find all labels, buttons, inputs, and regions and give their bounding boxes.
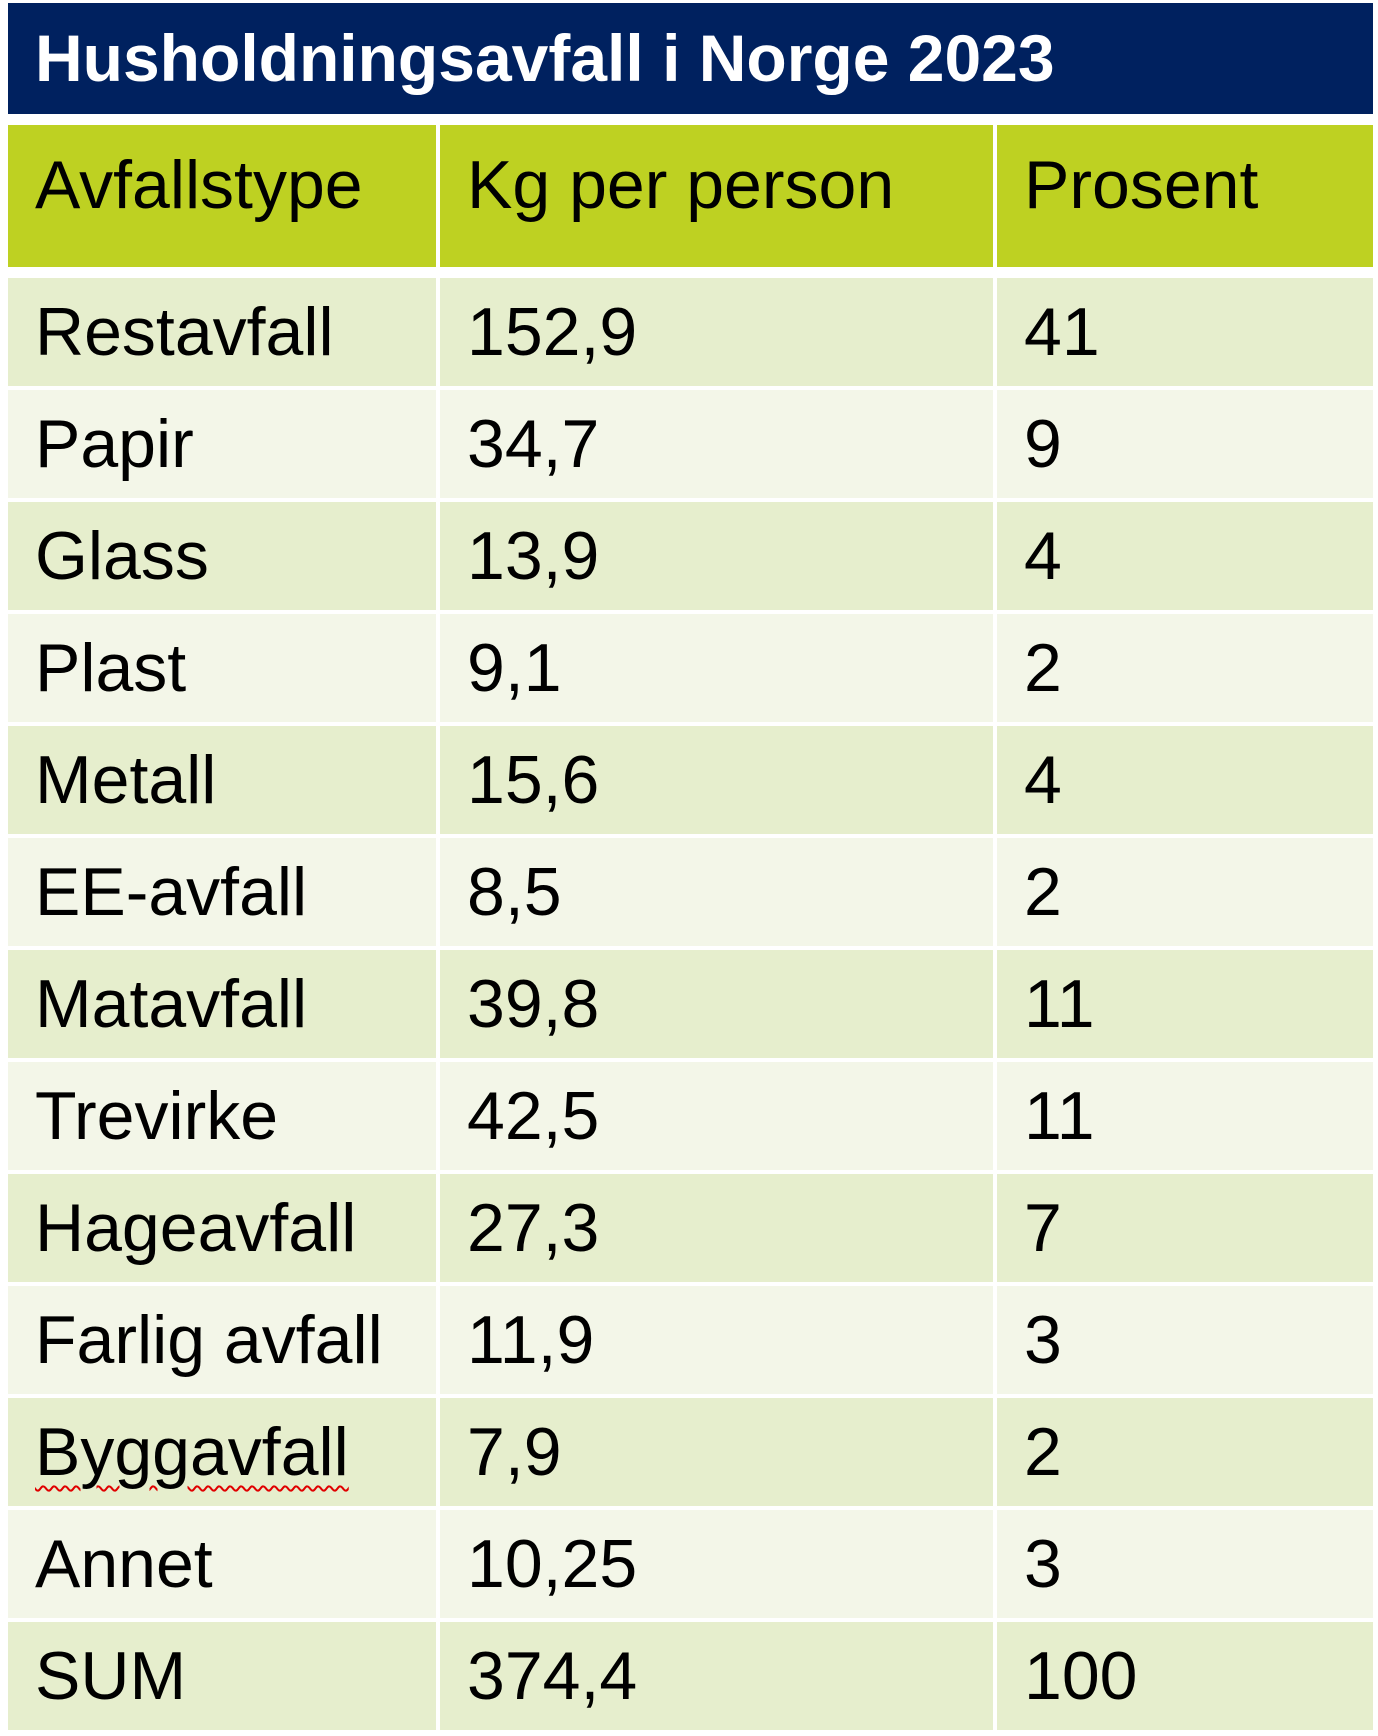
header-row: Avfallstype Kg per person Prosent bbox=[8, 125, 1373, 267]
cell-prosent: 3 bbox=[997, 1510, 1373, 1618]
cell-text: 11 bbox=[1024, 966, 1095, 1042]
cell-text: Papir bbox=[35, 406, 194, 482]
cell-text: Plast bbox=[35, 630, 187, 706]
cell-kg-per-person: 39,8 bbox=[440, 950, 993, 1058]
cell-prosent: 3 bbox=[997, 1286, 1373, 1394]
cell-kg-per-person: 374,4 bbox=[440, 1622, 993, 1730]
cell-avfallstype: Plast bbox=[8, 614, 436, 722]
table-row: Plast 9,1 2 bbox=[8, 614, 1373, 722]
cell-text: 10,25 bbox=[467, 1526, 638, 1602]
cell-text: SUM bbox=[35, 1638, 187, 1714]
cell-prosent: 7 bbox=[997, 1174, 1373, 1282]
cell-text: 4 bbox=[1024, 518, 1062, 594]
header-prosent: Prosent bbox=[997, 125, 1373, 267]
cell-text: 9 bbox=[1024, 406, 1062, 482]
cell-avfallstype: Papir bbox=[8, 390, 436, 498]
cell-avfallstype: Metall bbox=[8, 726, 436, 834]
cell-text: Metall bbox=[35, 742, 217, 818]
cell-prosent: 11 bbox=[997, 1062, 1373, 1170]
cell-avfallstype: SUM bbox=[8, 1622, 436, 1730]
cell-kg-per-person: 27,3 bbox=[440, 1174, 993, 1282]
cell-text: 39,8 bbox=[467, 966, 600, 1042]
cell-text: Trevirke bbox=[35, 1078, 279, 1154]
table-row: Papir 34,7 9 bbox=[8, 390, 1373, 498]
cell-kg-per-person: 152,9 bbox=[440, 278, 993, 386]
cell-text: Hageavfall bbox=[35, 1190, 357, 1266]
cell-text: 27,3 bbox=[467, 1190, 600, 1266]
cell-kg-per-person: 8,5 bbox=[440, 838, 993, 946]
table-row: SUM 374,4 100 bbox=[8, 1622, 1373, 1730]
table-title: Husholdningsavfall i Norge 2023 bbox=[8, 3, 1373, 114]
cell-text: 152,9 bbox=[467, 294, 638, 370]
cell-prosent: 41 bbox=[997, 278, 1373, 386]
cell-text: Annet bbox=[35, 1526, 213, 1602]
cell-kg-per-person: 42,5 bbox=[440, 1062, 993, 1170]
cell-text: 11 bbox=[1024, 1078, 1095, 1154]
table-row: EE-avfall 8,5 2 bbox=[8, 838, 1373, 946]
cell-text: 41 bbox=[1024, 294, 1100, 370]
cell-text: 3 bbox=[1024, 1526, 1062, 1602]
table-row: Metall 15,6 4 bbox=[8, 726, 1373, 834]
cell-text: 15,6 bbox=[467, 742, 600, 818]
cell-prosent: 4 bbox=[997, 726, 1373, 834]
cell-avfallstype: Trevirke bbox=[8, 1062, 436, 1170]
cell-prosent: 2 bbox=[997, 838, 1373, 946]
header-avfallstype: Avfallstype bbox=[8, 125, 436, 267]
cell-text: 42,5 bbox=[467, 1078, 600, 1154]
table-row: Trevirke 42,5 11 bbox=[8, 1062, 1373, 1170]
table-row: Byggavfall 7,9 2 bbox=[8, 1398, 1373, 1506]
cell-text: Restavfall bbox=[35, 294, 334, 370]
cell-prosent: 100 bbox=[997, 1622, 1373, 1730]
cell-text: 2 bbox=[1024, 630, 1062, 706]
cell-kg-per-person: 11,9 bbox=[440, 1286, 993, 1394]
cell-text: 2 bbox=[1024, 1414, 1062, 1490]
cell-avfallstype: Glass bbox=[8, 502, 436, 610]
table-row: Farlig avfall 11,9 3 bbox=[8, 1286, 1373, 1394]
cell-text: Byggavfall bbox=[35, 1414, 349, 1490]
cell-kg-per-person: 34,7 bbox=[440, 390, 993, 498]
cell-kg-per-person: 13,9 bbox=[440, 502, 993, 610]
cell-text: 13,9 bbox=[467, 518, 600, 594]
cell-prosent: 11 bbox=[997, 950, 1373, 1058]
cell-prosent: 2 bbox=[997, 1398, 1373, 1506]
cell-text: 11,9 bbox=[467, 1302, 595, 1378]
table-row: Restavfall 152,9 41 bbox=[8, 278, 1373, 386]
cell-kg-per-person: 15,6 bbox=[440, 726, 993, 834]
cell-text: 8,5 bbox=[467, 854, 562, 930]
cell-kg-per-person: 10,25 bbox=[440, 1510, 993, 1618]
cell-avfallstype: Hageavfall bbox=[8, 1174, 436, 1282]
cell-avfallstype: EE-avfall bbox=[8, 838, 436, 946]
cell-text: 3 bbox=[1024, 1302, 1062, 1378]
cell-avfallstype: Byggavfall bbox=[8, 1398, 436, 1506]
cell-prosent: 9 bbox=[997, 390, 1373, 498]
cell-avfallstype: Matavfall bbox=[8, 950, 436, 1058]
cell-text: 374,4 bbox=[467, 1638, 638, 1714]
cell-text: 7 bbox=[1024, 1190, 1062, 1266]
cell-text: 34,7 bbox=[467, 406, 600, 482]
cell-text: 4 bbox=[1024, 742, 1062, 818]
cell-kg-per-person: 9,1 bbox=[440, 614, 993, 722]
table-row: Annet 10,25 3 bbox=[8, 1510, 1373, 1618]
table-row: Hageavfall 27,3 7 bbox=[8, 1174, 1373, 1282]
cell-avfallstype: Farlig avfall bbox=[8, 1286, 436, 1394]
cell-prosent: 4 bbox=[997, 502, 1373, 610]
cell-avfallstype: Annet bbox=[8, 1510, 436, 1618]
table-row: Matavfall 39,8 11 bbox=[8, 950, 1373, 1058]
table-row: Glass 13,9 4 bbox=[8, 502, 1373, 610]
header-kg-per-person: Kg per person bbox=[440, 125, 993, 267]
cell-text: Farlig avfall bbox=[35, 1302, 383, 1378]
cell-text: 9,1 bbox=[467, 630, 562, 706]
cell-text: Matavfall bbox=[35, 966, 308, 1042]
cell-text: Glass bbox=[35, 518, 209, 594]
cell-text: 7,9 bbox=[467, 1414, 562, 1490]
cell-text: 2 bbox=[1024, 854, 1062, 930]
cell-kg-per-person: 7,9 bbox=[440, 1398, 993, 1506]
cell-text: 100 bbox=[1024, 1638, 1138, 1714]
cell-prosent: 2 bbox=[997, 614, 1373, 722]
cell-text: EE-avfall bbox=[35, 854, 308, 930]
cell-avfallstype: Restavfall bbox=[8, 278, 436, 386]
